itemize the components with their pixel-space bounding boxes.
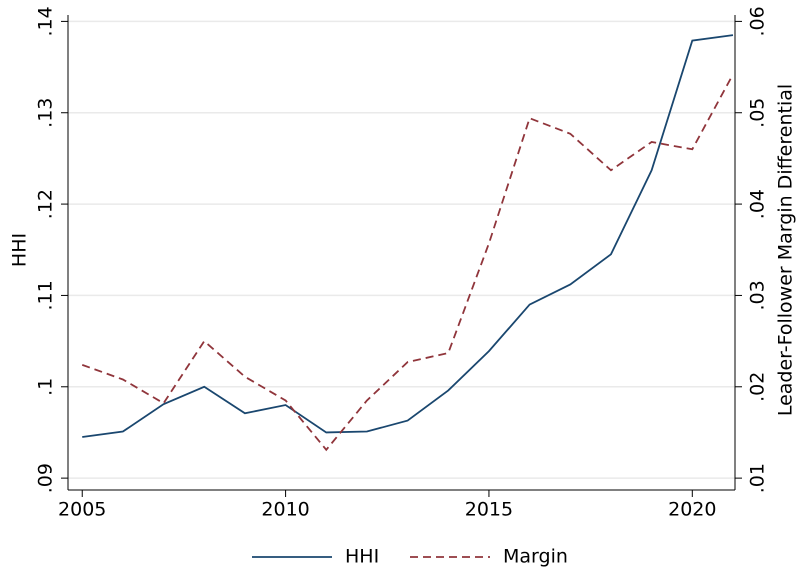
y2-tick-label: .04 [747, 189, 769, 219]
y-tick-label: .14 [35, 6, 57, 36]
legend-label: HHI [345, 546, 379, 568]
y2-tick-label: .03 [747, 280, 769, 310]
y2-axis-label: Leader-Follower Margin Differential [775, 84, 797, 416]
legend-label: Margin [503, 546, 568, 568]
y-tick-label: .09 [35, 463, 57, 493]
y-tick-label: .11 [35, 280, 57, 310]
y2-tick-label: .02 [747, 372, 769, 402]
series-line [81, 73, 734, 452]
y-tick-label: .13 [35, 98, 57, 128]
y-axis-label: HHI [9, 233, 31, 267]
y2-tick-label: .05 [747, 98, 769, 128]
x-tick-label: 2005 [58, 499, 106, 521]
y2-tick-label: .01 [747, 463, 769, 493]
y-tick-label: .12 [35, 189, 57, 219]
x-tick-label: 2015 [465, 499, 513, 521]
series-line [82, 34, 734, 438]
x-tick-label: 2020 [668, 499, 716, 521]
x-tick-label: 2010 [261, 499, 309, 521]
y2-tick-label: .06 [747, 6, 769, 36]
y-tick-label: .1 [35, 378, 57, 396]
